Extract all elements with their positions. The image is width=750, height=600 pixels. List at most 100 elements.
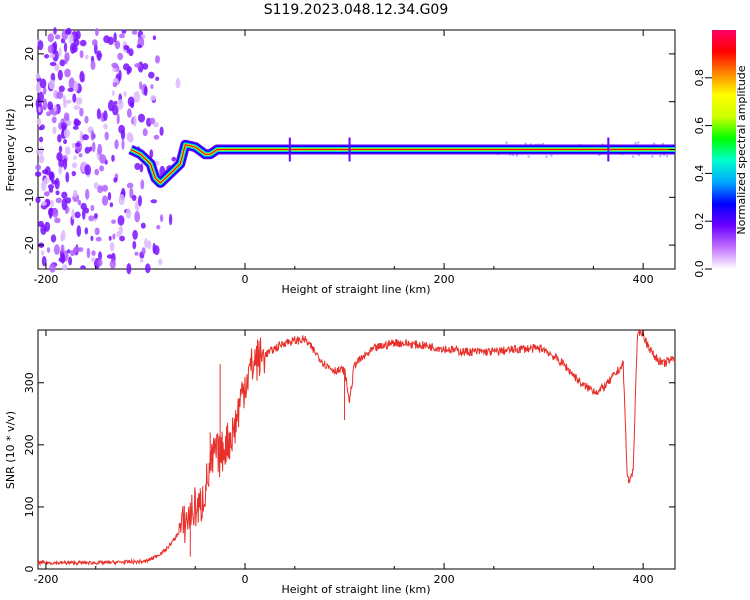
noise-blob bbox=[138, 113, 145, 123]
noise-blob bbox=[43, 191, 50, 197]
noise-blob bbox=[40, 224, 47, 235]
noise-blob bbox=[155, 55, 160, 64]
noise-blob bbox=[41, 180, 47, 192]
noise-blob bbox=[97, 259, 103, 267]
noise-blob bbox=[75, 142, 81, 148]
noise-blob bbox=[95, 236, 102, 242]
noise-blob bbox=[76, 97, 83, 105]
noise-blob bbox=[53, 104, 57, 112]
noise-blob bbox=[48, 184, 54, 190]
noise-blob bbox=[108, 235, 112, 241]
noise-blob bbox=[158, 258, 163, 266]
noise-blob bbox=[97, 185, 103, 194]
noise-blob bbox=[141, 247, 146, 255]
noise-blob bbox=[107, 191, 112, 201]
noise-blob bbox=[171, 156, 177, 162]
noise-blob bbox=[148, 71, 155, 79]
noise-blob bbox=[60, 232, 64, 242]
noise-blob bbox=[155, 76, 160, 82]
noise-blob bbox=[58, 85, 65, 93]
noise-blob bbox=[73, 118, 80, 127]
noise-blob bbox=[49, 61, 57, 67]
noise-blob bbox=[38, 154, 45, 164]
noise-blob bbox=[152, 35, 156, 41]
snr-y-ticks: 0 100 200 300 bbox=[23, 372, 675, 573]
noise-blob bbox=[35, 164, 42, 171]
noise-blob bbox=[118, 69, 122, 81]
x-tick-label: -200 bbox=[33, 273, 58, 286]
noise-blob bbox=[52, 49, 59, 62]
noise-blob bbox=[53, 41, 58, 52]
noise-blob bbox=[52, 126, 57, 135]
noise-blob bbox=[116, 231, 121, 238]
noise-blob bbox=[42, 98, 48, 111]
noise-blob bbox=[114, 139, 119, 150]
noise-blob bbox=[103, 123, 108, 130]
noise-blob bbox=[52, 208, 59, 218]
noise-blob bbox=[37, 118, 42, 126]
noise-blob bbox=[63, 139, 68, 145]
noise-dot bbox=[634, 142, 637, 145]
noise-blob bbox=[86, 247, 91, 259]
noise-blob bbox=[59, 59, 66, 67]
noise-blob bbox=[128, 134, 134, 143]
noise-blob bbox=[76, 225, 82, 237]
noise-blob bbox=[168, 213, 173, 226]
noise-blob bbox=[73, 105, 81, 110]
noise-blob bbox=[50, 234, 57, 243]
noise-blob bbox=[47, 33, 55, 43]
noise-blob bbox=[144, 237, 148, 248]
noise-blob bbox=[89, 146, 93, 152]
noise-blob bbox=[136, 44, 142, 49]
colorbar-tick-label: 0.4 bbox=[693, 165, 706, 183]
x-tick-label: 0 bbox=[242, 573, 249, 586]
noise-blob bbox=[82, 208, 86, 220]
noise-blob bbox=[93, 213, 98, 219]
noise-blob bbox=[138, 195, 142, 207]
noise-blob bbox=[80, 202, 87, 211]
noise-blob bbox=[85, 54, 89, 60]
noise-blob bbox=[90, 130, 95, 141]
noise-blob bbox=[90, 235, 94, 242]
x-tick-label: 200 bbox=[434, 273, 455, 286]
noise-dot bbox=[550, 154, 553, 157]
noise-blob bbox=[67, 249, 71, 254]
noise-blob bbox=[44, 166, 51, 176]
noise-blob bbox=[91, 39, 98, 46]
noise-blob bbox=[95, 27, 99, 37]
noise-blob bbox=[47, 44, 54, 54]
noise-blob bbox=[56, 91, 64, 100]
snr-line bbox=[37, 329, 676, 567]
x-tick-label: 200 bbox=[434, 573, 455, 586]
noise-blob bbox=[65, 120, 72, 126]
noise-blob bbox=[98, 251, 102, 261]
noise-blob bbox=[156, 224, 161, 230]
noise-blob bbox=[111, 90, 115, 96]
noise-blob bbox=[108, 99, 115, 112]
noise-blob bbox=[159, 214, 164, 223]
noise-blob bbox=[103, 110, 108, 122]
y-tick-label: 300 bbox=[23, 372, 36, 393]
noise-blob bbox=[107, 36, 114, 45]
y-tick-label: 200 bbox=[23, 434, 36, 455]
noise-blob bbox=[117, 99, 124, 110]
noise-blob bbox=[114, 40, 121, 50]
noise-blob bbox=[46, 247, 51, 253]
noise-blob bbox=[72, 93, 77, 103]
spectrogram-y-ticks: -20 -10 0 10 20 bbox=[23, 47, 675, 254]
noise-blob bbox=[71, 208, 75, 220]
noise-blob bbox=[150, 95, 157, 101]
spectrogram-x-ticks: -200 0 200 400 bbox=[33, 30, 654, 286]
noise-blob bbox=[153, 134, 160, 140]
noise-blob bbox=[73, 246, 81, 253]
noise-blob bbox=[53, 27, 57, 35]
noise-blob bbox=[48, 207, 53, 219]
noise-blob bbox=[118, 194, 125, 206]
noise-dot bbox=[659, 154, 662, 158]
noise-blob bbox=[93, 182, 99, 190]
noise-blob bbox=[58, 159, 64, 168]
noise-blob bbox=[39, 136, 44, 143]
noise-dot bbox=[527, 155, 530, 158]
noise-blob bbox=[113, 32, 117, 43]
